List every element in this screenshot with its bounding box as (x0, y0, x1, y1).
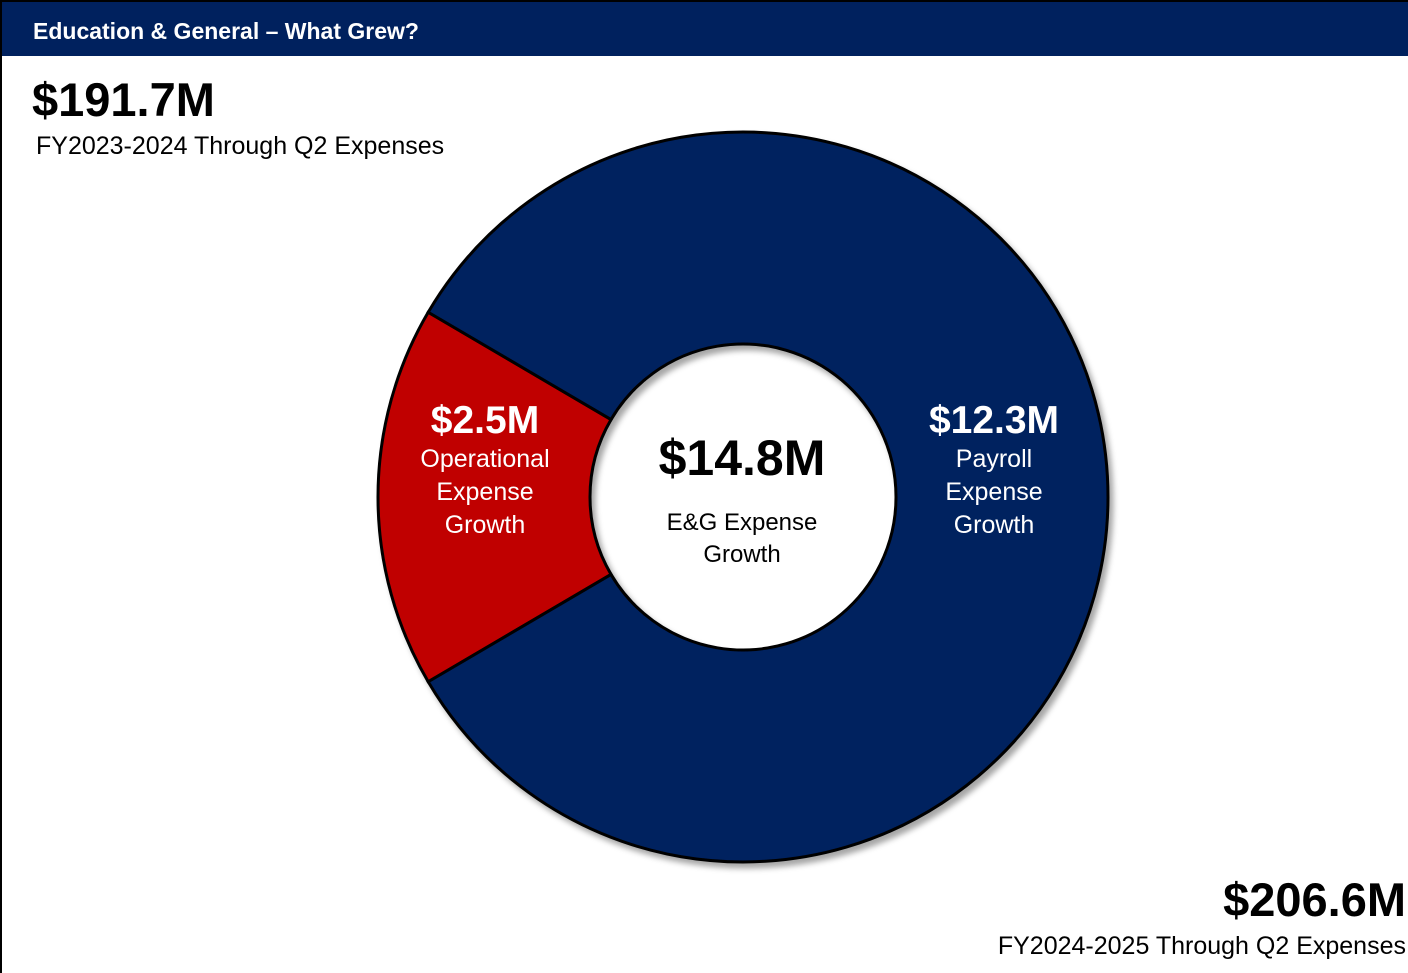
total-growth-label: E&G Expense Growth (666, 509, 818, 568)
current-total-value: $206.6M (1223, 873, 1406, 926)
header-bar: Education & General – What Grew? (2, 2, 1408, 56)
slice-operational (376, 310, 614, 684)
operational-growth-value: $2.5M (430, 399, 540, 442)
slice-label-operational: $2.5M Operational Expense Growth (395, 399, 575, 542)
operational-growth-label: Operational Expense Growth (420, 445, 550, 539)
total-growth-value: $14.8M (658, 430, 826, 486)
slice-label-payroll: $12.3M Payroll Expense Growth (904, 399, 1084, 542)
slice-payroll (426, 130, 1110, 864)
donut-center-label: $14.8M E&G Expense Growth (592, 427, 892, 571)
prior-total-value: $191.7M (32, 73, 215, 126)
page-title: Education & General – What Grew? (33, 18, 419, 44)
prior-total-caption: FY2023-2024 Through Q2 Expenses (36, 132, 445, 160)
payroll-growth-label: Payroll Expense Growth (945, 445, 1043, 539)
payroll-growth-value: $12.3M (928, 399, 1060, 442)
current-total-caption: FY2024-2025 Through Q2 Expenses (997, 932, 1406, 960)
